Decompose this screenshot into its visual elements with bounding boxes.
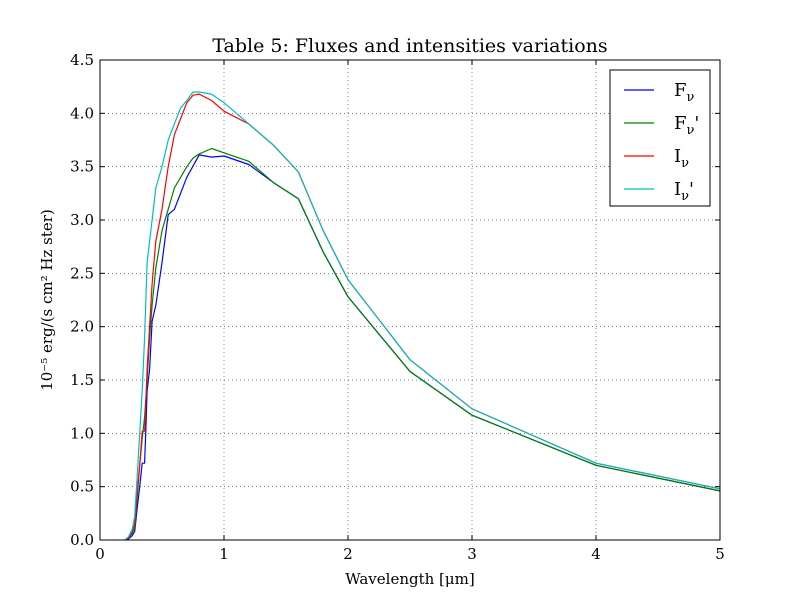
y-tick-label: 3.5 xyxy=(70,158,94,176)
y-tick-label: 4.0 xyxy=(70,104,94,122)
x-tick-label: 4 xyxy=(591,545,601,563)
x-axis: 0 1 2 3 4 5 xyxy=(95,60,725,563)
series-line-4 xyxy=(124,91,721,541)
y-tick-label: 1.5 xyxy=(70,371,94,389)
y-tick-label: 1.0 xyxy=(70,424,94,442)
legend-label-3: Iν xyxy=(674,146,689,171)
legend-label-2: Fν' xyxy=(674,113,699,138)
y-tick-label: 0.5 xyxy=(70,478,94,496)
y-axis-label: 10⁻⁵ erg/(s cm² Hz ster) xyxy=(38,209,56,391)
x-tick-label: 3 xyxy=(467,545,477,563)
legend: Fν Fν' Iν Iν' xyxy=(609,69,711,207)
y-tick-label: 2.5 xyxy=(70,264,94,282)
y-axis: 0.0 0.5 1.0 1.5 2.0 2.5 3.0 3.5 4.0 4.5 xyxy=(70,51,720,549)
y-tick-label: 3.0 xyxy=(70,211,94,229)
legend-frame xyxy=(609,69,711,207)
legend-label-1: Fν xyxy=(674,80,695,105)
x-tick-label: 0 xyxy=(95,545,105,563)
data-lines xyxy=(124,91,721,541)
legend-label-4: Iν' xyxy=(674,179,694,204)
y-tick-label: 4.5 xyxy=(70,51,94,69)
y-tick-label: 2.0 xyxy=(70,318,94,336)
x-tick-label: 5 xyxy=(715,545,725,563)
x-tick-label: 2 xyxy=(343,545,353,563)
y-tick-label: 0.0 xyxy=(70,531,94,549)
x-tick-label: 1 xyxy=(219,545,229,563)
chart-title: Table 5: Fluxes and intensities variatio… xyxy=(212,35,607,57)
x-axis-label: Wavelength [μm] xyxy=(345,570,474,588)
plot-frame xyxy=(99,59,721,541)
